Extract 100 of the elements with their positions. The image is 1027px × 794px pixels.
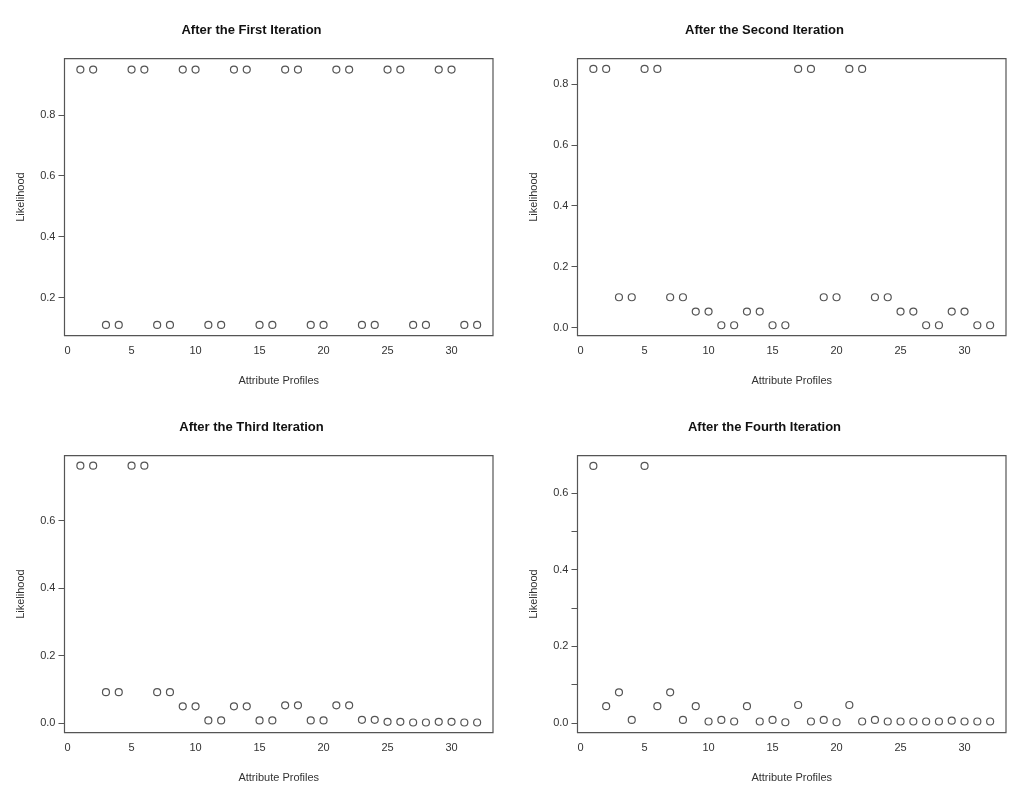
- y-tick-label: 0.0: [553, 716, 569, 729]
- point: [640, 64, 649, 74]
- x-tick-label: 10: [189, 344, 202, 357]
- x-tick-label: 5: [128, 741, 135, 754]
- point: [960, 717, 969, 726]
- point: [383, 717, 392, 726]
- point: [922, 717, 931, 726]
- point: [217, 716, 226, 725]
- x-tick-label: 15: [253, 741, 266, 754]
- point: [819, 715, 828, 725]
- point: [883, 293, 892, 302]
- point: [640, 461, 649, 471]
- x-tick-label: 5: [641, 344, 648, 357]
- x-tick-label: 30: [958, 741, 971, 754]
- x-tick-label: 20: [317, 741, 330, 754]
- x-tick-label: 0: [577, 741, 584, 754]
- point: [755, 717, 764, 726]
- y-tick-label: 0.2: [40, 648, 56, 661]
- point: [973, 717, 982, 726]
- point: [934, 321, 944, 330]
- point: [421, 718, 431, 727]
- point: [678, 715, 688, 725]
- point: [691, 307, 700, 316]
- point: [229, 702, 239, 711]
- x-tick-label: 0: [64, 741, 71, 754]
- x-tick-label: 10: [702, 344, 715, 357]
- point: [781, 321, 790, 330]
- point: [268, 716, 277, 725]
- point: [627, 293, 636, 302]
- point: [934, 717, 944, 726]
- point: [614, 293, 624, 302]
- chart-title: After the Fourth Iteration: [687, 419, 842, 435]
- x-tick-label: 5: [641, 741, 648, 754]
- point: [165, 688, 175, 697]
- y-axis-title: Likelihood: [526, 172, 539, 222]
- point: [845, 700, 854, 710]
- x-tick-label: 5: [128, 344, 135, 357]
- point: [357, 715, 367, 724]
- y-tick-label: 0.8: [553, 77, 569, 90]
- point: [127, 461, 136, 470]
- point: [89, 461, 98, 470]
- point: [178, 702, 187, 711]
- point: [768, 321, 777, 330]
- y-tick-label: 0.0: [40, 716, 56, 729]
- point: [870, 293, 880, 302]
- y-tick-label: 0.4: [553, 198, 569, 211]
- x-tick-label: 20: [317, 344, 330, 357]
- point: [602, 64, 611, 74]
- y-tick-label: 0.6: [40, 169, 56, 181]
- y-tick-label: 0.4: [40, 581, 56, 594]
- point: [460, 718, 469, 727]
- point: [666, 688, 675, 697]
- point: [255, 716, 264, 725]
- point: [370, 715, 379, 724]
- point: [242, 702, 251, 711]
- point: [730, 717, 739, 726]
- point: [293, 701, 303, 710]
- point: [922, 321, 931, 330]
- point: [691, 702, 700, 711]
- point: [832, 718, 841, 727]
- y-tick-label: 0.2: [553, 259, 569, 272]
- x-tick-label: 30: [958, 344, 971, 357]
- y-tick-label: 0.6: [40, 514, 56, 527]
- point: [768, 715, 777, 725]
- point: [794, 64, 803, 74]
- point: [409, 718, 418, 727]
- x-tick-label: 20: [830, 741, 843, 754]
- point: [806, 64, 816, 74]
- point: [858, 717, 867, 726]
- point: [755, 307, 764, 316]
- y-axis-title: Likelihood: [13, 172, 26, 222]
- point: [306, 716, 315, 725]
- y-axis-title: Likelihood: [526, 569, 539, 619]
- x-axis-title: Attribute Profiles: [238, 374, 320, 387]
- point: [653, 702, 662, 711]
- point: [717, 321, 726, 330]
- point: [704, 307, 713, 316]
- point: [345, 701, 354, 710]
- point: [858, 64, 867, 74]
- point: [191, 702, 200, 711]
- x-tick-label: 25: [381, 344, 394, 357]
- x-tick-label: 25: [894, 741, 907, 754]
- x-tick-label: 20: [830, 344, 843, 357]
- point: [627, 715, 636, 725]
- point: [76, 461, 85, 470]
- point: [281, 701, 290, 710]
- x-tick-label: 10: [189, 741, 202, 754]
- point: [332, 701, 341, 710]
- point: [909, 717, 918, 726]
- point: [883, 717, 892, 726]
- x-tick-label: 25: [381, 741, 394, 754]
- point: [602, 702, 611, 711]
- y-tick-label: 0.6: [553, 486, 569, 499]
- point: [986, 717, 995, 726]
- point: [781, 718, 790, 727]
- x-tick-label: 15: [253, 344, 266, 357]
- y-tick-label: 0.8: [40, 108, 56, 121]
- point: [666, 293, 675, 302]
- point: [986, 321, 995, 330]
- x-tick-label: 0: [64, 344, 71, 357]
